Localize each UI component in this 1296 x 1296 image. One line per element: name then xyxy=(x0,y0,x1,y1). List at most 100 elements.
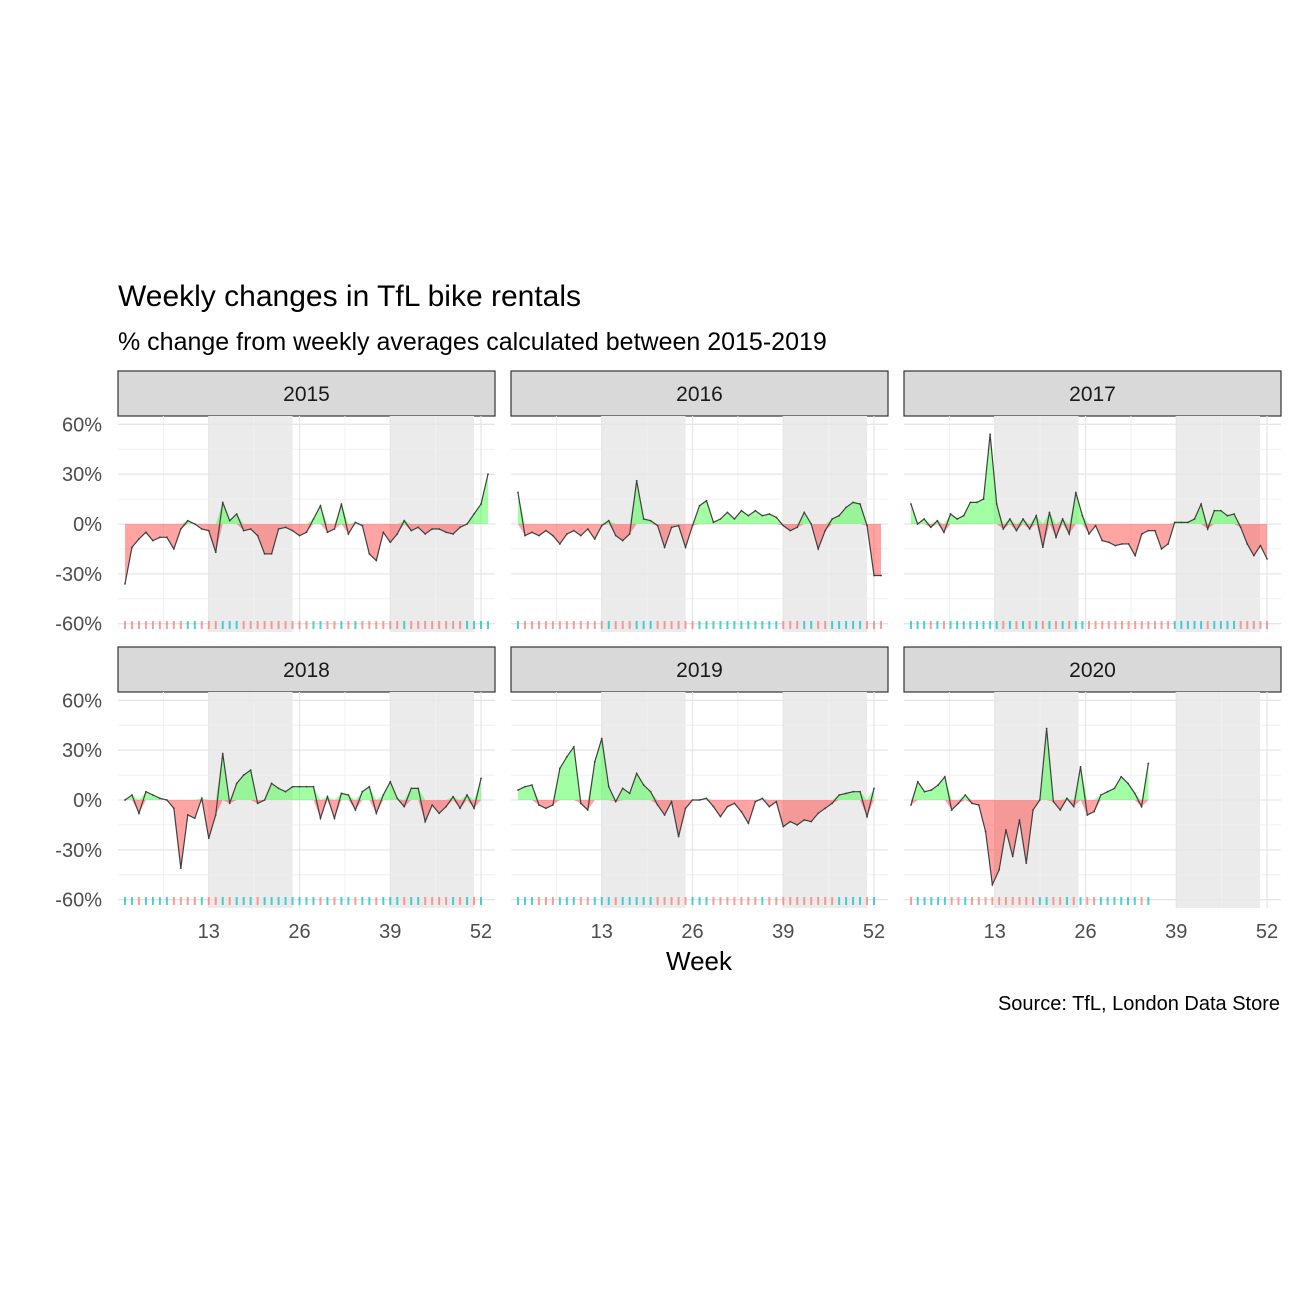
data-point xyxy=(1072,805,1075,808)
data-point xyxy=(270,782,273,785)
x-tick-label: 52 xyxy=(1256,921,1278,943)
data-point xyxy=(277,787,280,790)
data-point xyxy=(740,509,743,512)
data-point xyxy=(200,528,203,530)
data-point xyxy=(389,780,392,783)
data-point xyxy=(438,812,441,815)
x-tick-label: 13 xyxy=(591,921,613,943)
data-point xyxy=(1120,775,1123,778)
data-point xyxy=(235,782,238,785)
data-point xyxy=(838,794,841,796)
data-point xyxy=(340,503,343,505)
data-point xyxy=(186,814,189,816)
data-point xyxy=(1048,511,1051,514)
data-point xyxy=(1200,503,1203,505)
data-point xyxy=(817,548,820,550)
facet-panel-2017: 2017 xyxy=(903,370,1282,632)
data-point xyxy=(410,529,413,532)
data-point xyxy=(1079,765,1082,768)
data-point xyxy=(684,807,687,810)
data-point xyxy=(1193,518,1196,520)
data-point xyxy=(249,528,252,530)
data-point xyxy=(1173,521,1176,524)
data-point xyxy=(977,804,980,806)
data-point xyxy=(1066,797,1068,800)
data-point xyxy=(354,521,357,524)
data-point xyxy=(1025,862,1028,865)
data-point xyxy=(1121,543,1123,545)
data-point xyxy=(1167,543,1170,545)
data-point xyxy=(712,521,715,524)
data-point xyxy=(1107,541,1110,544)
data-point xyxy=(859,790,861,793)
chart-caption: Source: TfL, London Data Store xyxy=(998,993,1280,1015)
facet-panel-2020: 2020 13 26 39 52 xyxy=(903,646,1282,943)
data-point xyxy=(333,528,336,530)
data-point xyxy=(214,551,217,554)
data-point xyxy=(642,784,645,786)
data-point xyxy=(923,790,926,793)
facet-strip xyxy=(903,370,1282,417)
data-point xyxy=(642,518,645,520)
data-point xyxy=(1206,528,1209,530)
data-point xyxy=(1035,514,1038,517)
data-point xyxy=(124,799,126,801)
data-point xyxy=(593,538,596,540)
data-point xyxy=(375,559,378,562)
data-point xyxy=(705,797,708,800)
data-point xyxy=(480,503,482,505)
data-point xyxy=(459,807,461,810)
data-point xyxy=(551,804,554,806)
data-point xyxy=(417,787,420,790)
data-point xyxy=(1233,513,1235,515)
data-point xyxy=(256,534,259,537)
data-point xyxy=(775,516,778,519)
data-point xyxy=(628,533,631,535)
negative-area xyxy=(517,800,875,837)
data-point xyxy=(263,799,266,801)
data-point xyxy=(1180,521,1183,524)
data-point xyxy=(923,518,926,520)
data-point xyxy=(628,792,631,795)
data-point xyxy=(424,533,427,535)
y-tick-label: -60% xyxy=(55,890,102,912)
data-point xyxy=(558,543,561,545)
data-point xyxy=(473,807,475,810)
data-point xyxy=(1134,554,1137,557)
data-point xyxy=(698,799,701,801)
data-point xyxy=(1068,533,1071,535)
data-point xyxy=(200,797,203,800)
data-point xyxy=(691,524,694,527)
data-point xyxy=(333,817,336,820)
data-point xyxy=(656,524,659,527)
data-point xyxy=(487,473,489,476)
data-point xyxy=(1086,814,1089,816)
data-point xyxy=(347,533,350,535)
data-point xyxy=(375,812,378,815)
facet-strip-label: 2015 xyxy=(283,383,330,406)
data-point xyxy=(270,553,273,555)
data-point xyxy=(1081,514,1084,517)
data-point xyxy=(466,523,468,525)
data-point xyxy=(517,789,519,791)
data-point xyxy=(726,805,729,808)
data-point xyxy=(410,787,413,790)
data-point xyxy=(971,802,973,805)
y-tick-label: 60% xyxy=(62,690,102,712)
data-point xyxy=(1101,539,1104,542)
data-point xyxy=(531,784,533,786)
data-point xyxy=(228,519,231,522)
data-point xyxy=(1239,526,1242,529)
data-point xyxy=(663,546,666,549)
data-point xyxy=(305,531,308,534)
data-point xyxy=(312,785,315,788)
data-point xyxy=(649,790,652,793)
data-point xyxy=(452,533,455,535)
data-point xyxy=(989,433,992,436)
data-point xyxy=(558,767,561,770)
data-point xyxy=(677,524,680,527)
data-point xyxy=(1252,554,1255,557)
data-point xyxy=(531,531,533,534)
data-point xyxy=(214,814,217,816)
facet-strip xyxy=(510,370,889,417)
